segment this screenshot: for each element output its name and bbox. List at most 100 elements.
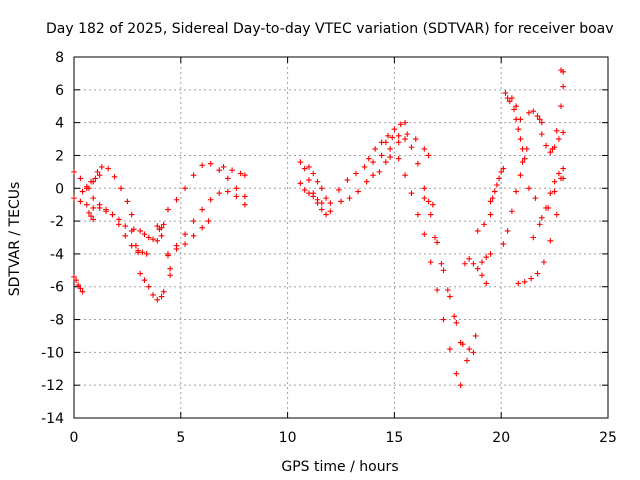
data-point xyxy=(90,205,97,211)
data-point xyxy=(139,249,146,256)
data-point xyxy=(481,221,487,228)
data-point xyxy=(158,224,165,231)
data-point xyxy=(472,333,479,339)
data-point xyxy=(560,68,566,75)
series-arc-7c xyxy=(511,106,528,162)
data-point xyxy=(190,218,197,224)
data-point xyxy=(145,283,152,290)
data-point xyxy=(90,216,97,223)
data-point xyxy=(536,116,543,123)
series-arc-5f xyxy=(432,234,477,364)
data-point xyxy=(500,165,507,172)
data-point xyxy=(220,164,227,170)
series-arc-6c xyxy=(479,251,494,265)
data-point xyxy=(453,320,460,326)
data-point xyxy=(336,187,342,193)
data-point xyxy=(425,198,432,205)
data-point xyxy=(224,188,231,195)
axis-ticks: 0 5 10 15 20 25 -14 -12 -10 -8 -6 -4 -2 0 2 4 6 8 xyxy=(41,50,617,446)
data-point xyxy=(361,164,368,170)
data-point xyxy=(92,175,99,182)
series-arc-2a xyxy=(137,228,165,244)
data-point xyxy=(549,146,556,152)
data-point xyxy=(408,144,415,151)
data-point xyxy=(116,216,122,223)
data-point xyxy=(553,211,560,218)
data-point xyxy=(457,339,464,346)
data-point xyxy=(224,175,231,182)
data-point xyxy=(118,185,124,192)
y-tick-label: -12 xyxy=(41,378,64,394)
data-point xyxy=(137,270,144,277)
series-arc-7j xyxy=(530,170,562,241)
data-point xyxy=(199,162,205,169)
series-arc-7d xyxy=(515,175,566,287)
data-point xyxy=(421,146,428,152)
data-point xyxy=(165,206,171,213)
data-point xyxy=(297,159,304,165)
data-point xyxy=(376,169,383,175)
data-point xyxy=(205,218,212,224)
x-tick-label: 15 xyxy=(385,430,403,446)
series-arc-5e xyxy=(383,132,479,352)
data-point xyxy=(425,152,432,159)
data-point xyxy=(116,221,122,228)
data-point xyxy=(515,126,522,132)
data-point xyxy=(182,241,188,247)
data-point xyxy=(427,259,434,265)
data-point xyxy=(470,349,477,356)
data-point xyxy=(124,198,131,205)
data-point xyxy=(103,208,109,215)
data-point xyxy=(395,139,402,146)
data-point xyxy=(370,172,376,178)
data-point xyxy=(538,215,545,221)
data-point xyxy=(395,132,402,139)
data-point xyxy=(556,136,562,142)
series-arc-5b xyxy=(338,154,393,205)
data-point xyxy=(530,234,537,241)
data-point xyxy=(310,170,317,177)
data-point xyxy=(182,231,188,238)
data-point xyxy=(430,201,436,208)
data-point xyxy=(515,280,522,287)
data-point xyxy=(150,236,156,242)
data-point xyxy=(111,173,118,180)
data-point xyxy=(489,195,496,201)
data-point xyxy=(73,277,79,283)
data-point xyxy=(306,190,312,196)
y-tick-label: 8 xyxy=(55,50,64,66)
data-point xyxy=(199,206,205,213)
data-point xyxy=(532,195,539,201)
data-point xyxy=(105,165,111,172)
data-point xyxy=(457,382,464,388)
data-point xyxy=(553,128,560,134)
y-tick-label: -14 xyxy=(41,411,64,427)
data-point xyxy=(547,237,554,244)
chart-title: Day 182 of 2025, Sidereal Day-to-day VTE… xyxy=(46,21,614,37)
series-arc-1f xyxy=(86,210,97,223)
data-point xyxy=(109,211,116,218)
data-point xyxy=(318,206,325,213)
data-point xyxy=(88,178,94,185)
data-point xyxy=(190,172,197,178)
series-arc-5g xyxy=(421,195,436,208)
data-point xyxy=(363,178,370,185)
data-point xyxy=(137,228,144,234)
series-arc-2b xyxy=(137,270,167,303)
data-point xyxy=(498,169,504,175)
data-point xyxy=(560,83,566,90)
data-point xyxy=(158,233,165,239)
data-point xyxy=(513,103,519,110)
data-point xyxy=(502,90,509,96)
data-point xyxy=(199,224,205,231)
data-point xyxy=(395,155,402,162)
data-point xyxy=(160,221,167,228)
data-point xyxy=(71,195,77,201)
data-point xyxy=(327,200,334,206)
data-point xyxy=(434,239,440,246)
x-axis-label: GPS time / hours xyxy=(281,459,398,475)
data-point xyxy=(483,254,490,260)
series-arc-1d xyxy=(79,172,103,195)
data-point xyxy=(447,293,453,300)
